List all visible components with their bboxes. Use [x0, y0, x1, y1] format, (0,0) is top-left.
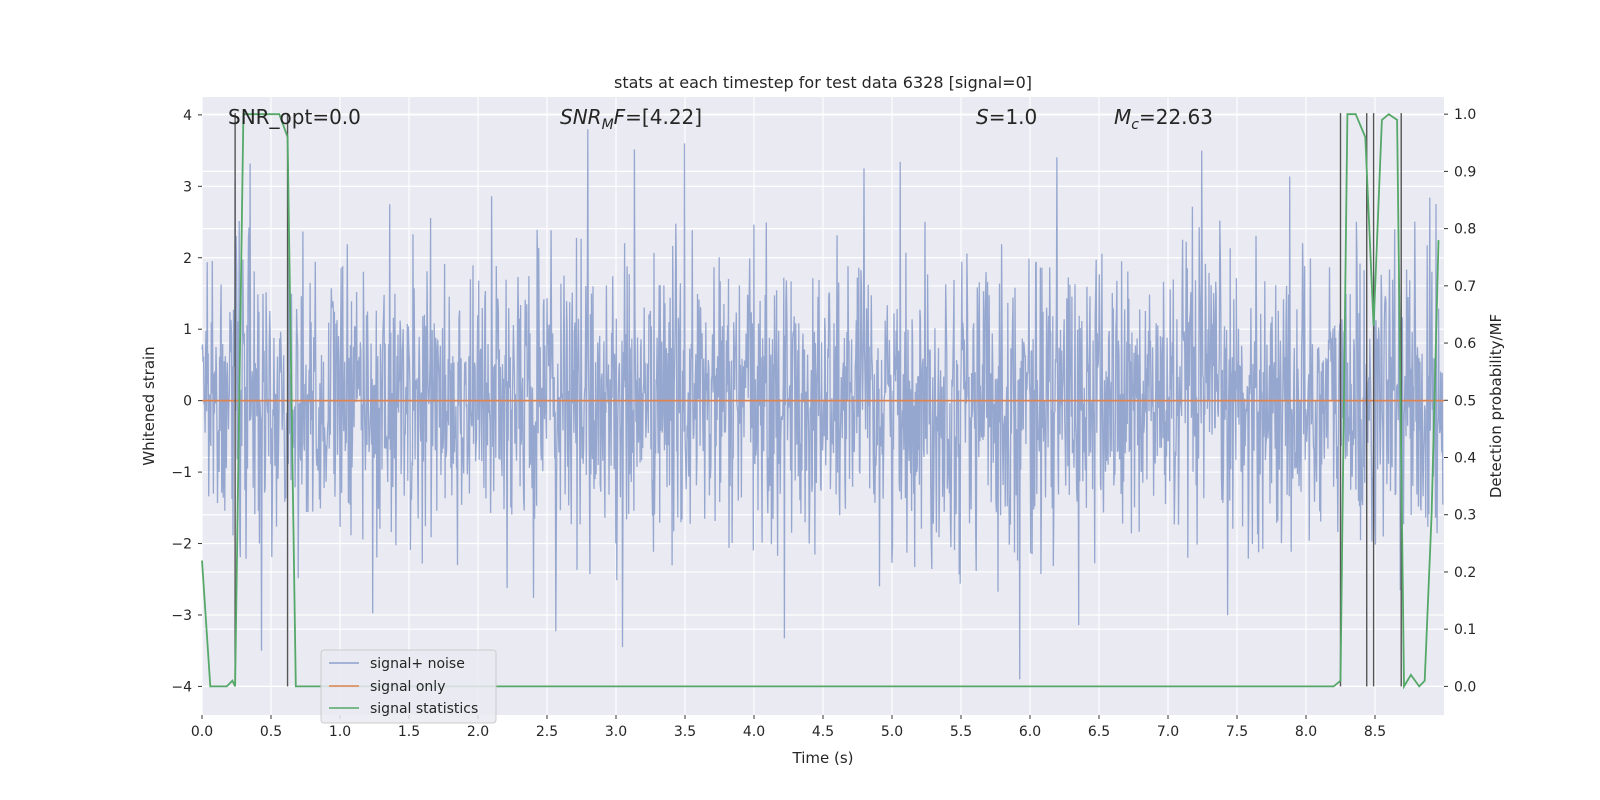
annotation-mc: Mc=22.63 — [1114, 105, 1213, 133]
y-left-tick-label: 4 — [183, 108, 192, 124]
x-tick-label: 3.5 — [674, 724, 696, 740]
annotation-s-value: =1.0 — [989, 105, 1038, 129]
y-right-tick-label: 0.2 — [1454, 565, 1476, 581]
signal-noise-line — [201, 129, 1444, 680]
vertical-markers — [234, 113, 1402, 687]
y-right-tick-label: 0.9 — [1454, 164, 1476, 180]
x-tick-label: 6.0 — [1019, 724, 1041, 740]
x-tick-label: 7.0 — [1157, 724, 1179, 740]
y-left-tick-label: −4 — [171, 679, 192, 695]
annotation-s: S=1.0 — [976, 105, 1037, 129]
annotation-snr-mf-value: =[4.22] — [625, 105, 702, 129]
x-tick-label: 0.0 — [191, 724, 213, 740]
y-axis-right-label: Detection probability/MF — [1487, 314, 1505, 498]
y-left-tick-label: 1 — [183, 322, 192, 338]
annotation-snr-mf: SNRMF=[4.22] — [560, 105, 702, 133]
y-right-tick-label: 1.0 — [1454, 107, 1476, 123]
y-left-tick-label: 3 — [183, 179, 192, 195]
x-tick-label: 0.5 — [260, 724, 282, 740]
y-left-tick-label: −2 — [171, 537, 192, 553]
x-tick-label: 8.5 — [1364, 724, 1386, 740]
legend-box — [320, 649, 497, 724]
x-tick-label: 1.0 — [329, 724, 351, 740]
y-left-tick-label: 2 — [183, 251, 192, 267]
signal-statistics-series — [201, 113, 1440, 690]
annotation-snr-opt: SNR_opt=0.0 — [228, 105, 361, 129]
x-tick-label: 4.0 — [743, 724, 765, 740]
y-left-tick-label: −3 — [171, 608, 192, 624]
x-tick-label: 2.0 — [467, 724, 489, 740]
signal-statistics-line — [201, 113, 1440, 690]
y-right-tick-label: 0.1 — [1454, 622, 1476, 638]
y-right-tick-label: 0.0 — [1454, 679, 1476, 695]
y-right-tick-label: 0.7 — [1454, 279, 1476, 295]
legend: signal+ noise signal only signal statist… — [320, 649, 497, 724]
y-right-tick-label: 0.4 — [1454, 451, 1476, 467]
x-tick-label: 7.5 — [1226, 724, 1248, 740]
x-tick-label: 1.5 — [398, 724, 420, 740]
y-right-tick-label: 0.8 — [1454, 222, 1476, 238]
legend-label-noise: signal+ noise — [370, 656, 465, 672]
y-axis-left-label: Whitened strain — [140, 346, 158, 465]
y-left-tick-label: −1 — [171, 465, 192, 481]
y-right-tick-label: 0.3 — [1454, 508, 1476, 524]
x-tick-label: 2.5 — [536, 724, 558, 740]
x-tick-label: 6.5 — [1088, 724, 1110, 740]
x-tick-label: 4.5 — [812, 724, 834, 740]
annotation-mc-value: =22.63 — [1139, 105, 1213, 129]
chart-title: stats at each timestep for test data 632… — [614, 73, 1032, 92]
axis-ticks: 0.0 0.5 1.0 1.5 2.0 2.5 3.0 3.5 4.0 4.5 5.0 5.5 6.0 6… — [171, 107, 1476, 740]
x-tick-label: 8.0 — [1295, 724, 1317, 740]
x-tick-label: 5.0 — [881, 724, 903, 740]
x-tick-label: 3.0 — [605, 724, 627, 740]
x-axis-label: Time (s) — [792, 749, 854, 767]
y-right-tick-label: 0.5 — [1454, 393, 1476, 409]
y-right-tick-label: 0.6 — [1454, 336, 1476, 352]
legend-label-signal-only: signal only — [370, 679, 445, 695]
signal-noise-series — [201, 129, 1444, 680]
x-tick-label: 5.5 — [950, 724, 972, 740]
legend-label-statistics: signal statistics — [370, 701, 478, 717]
y-left-tick-label: 0 — [183, 394, 192, 410]
